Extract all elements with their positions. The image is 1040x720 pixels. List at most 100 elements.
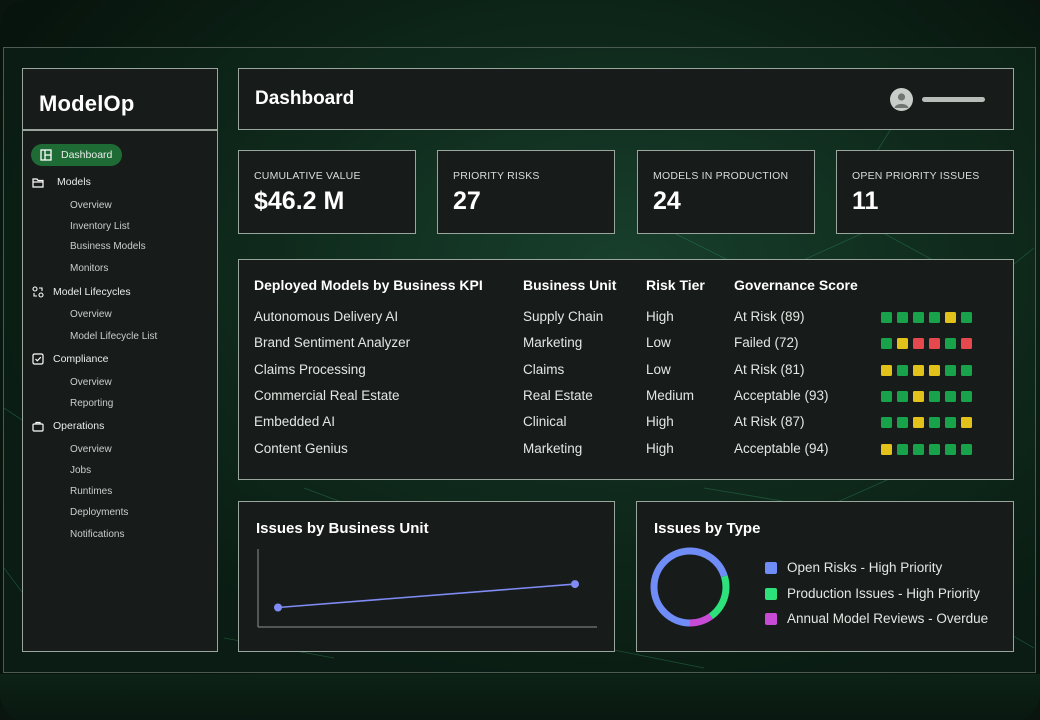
score-dot (897, 364, 908, 376)
cell-risk-tier: High (646, 414, 674, 430)
cell-model[interactable]: Autonomous Delivery AI (254, 309, 399, 324)
cell-business-unit: Clinical (523, 414, 567, 430)
score-indicators (881, 338, 972, 350)
sidebar-item-label: Compliance (53, 353, 109, 365)
sidebar-subitem-monitors[interactable]: Monitors (70, 263, 109, 274)
kpi-card-models-in-production: MODELS IN PRODUCTION 24 (637, 150, 815, 234)
score-dot (929, 338, 940, 350)
column-header-business-unit[interactable]: Business Unit (523, 277, 617, 293)
line-chart (257, 548, 597, 627)
pie-slice[interactable] (650, 547, 730, 627)
issues-by-business-unit-chart: Issues by Business Unit (238, 501, 615, 652)
sidebar-item-models[interactable]: Models (31, 171, 91, 193)
score-dot (881, 390, 892, 402)
cell-governance-score: Failed (72) (734, 335, 799, 351)
kpi-label: OPEN PRIORITY ISSUES (852, 170, 980, 182)
models-table: Deployed Models by Business KPI Business… (238, 259, 1014, 480)
kpi-value: $46.2 M (254, 187, 345, 215)
sidebar-item-label: Dashboard (61, 149, 113, 161)
brand-logo: ModelOp (39, 91, 135, 116)
divider (23, 129, 217, 131)
score-dot (881, 417, 892, 429)
sidebar-item-operations[interactable]: Operations (31, 415, 104, 437)
sidebar-subitem-reporting[interactable]: Reporting (70, 398, 114, 409)
cell-business-unit: Marketing (523, 335, 583, 351)
cell-risk-tier: Low (646, 335, 671, 351)
lifecycle-icon (31, 285, 45, 299)
score-dot (897, 312, 908, 323)
sidebar-item-model-lifecycles[interactable]: Model Lifecycles (31, 281, 131, 303)
data-point[interactable] (570, 579, 579, 588)
legend-label: Production Issues - High Priority (787, 586, 980, 601)
score-dot (961, 364, 972, 376)
sidebar-item-label: Operations (53, 420, 105, 432)
sidebar-item-label: Models (57, 176, 91, 188)
avatar[interactable] (890, 88, 913, 111)
cell-risk-tier: High (646, 440, 674, 456)
legend-item[interactable]: Production Issues - High Priority (765, 586, 980, 601)
user-name-placeholder[interactable] (922, 97, 985, 102)
legend-item[interactable]: Open Risks - High Priority (765, 560, 942, 575)
legend-swatch (765, 612, 777, 625)
sidebar-subitem-inventory-list[interactable]: Inventory List (70, 221, 130, 232)
sidebar-item-compliance[interactable]: Compliance (31, 348, 108, 370)
briefcase-icon (31, 419, 45, 433)
sidebar-subitem-business-models[interactable]: Business Models (70, 241, 146, 252)
cell-governance-score: At Risk (81) (734, 361, 805, 377)
column-header-governance-score[interactable]: Governance Score (734, 277, 858, 293)
cell-model[interactable]: Claims Processing (254, 361, 366, 377)
cell-business-unit: Marketing (523, 440, 583, 456)
score-dot (961, 390, 972, 402)
kpi-value: 27 (453, 187, 481, 215)
sidebar-subitem-deployments[interactable]: Deployments (70, 507, 129, 518)
cell-model[interactable]: Brand Sentiment Analyzer (254, 335, 411, 351)
data-point[interactable] (273, 603, 282, 611)
device-bezel (0, 674, 1040, 720)
score-dot (897, 443, 908, 455)
score-dot (945, 443, 956, 455)
legend-item[interactable]: Annual Model Reviews - Overdue (765, 611, 988, 626)
pie-slice[interactable] (650, 547, 730, 627)
cell-governance-score: At Risk (89) (734, 309, 805, 324)
score-dot (913, 364, 924, 376)
cell-model[interactable]: Embedded AI (254, 414, 336, 430)
folder-icon (31, 175, 45, 189)
cell-risk-tier: High (646, 309, 674, 324)
sidebar-subitem-lifecycle-list[interactable]: Model Lifecycle List (70, 331, 158, 342)
legend-label: Open Risks - High Priority (787, 560, 943, 575)
sidebar-subitem-lifecycles-overview[interactable]: Overview (70, 309, 112, 320)
score-dot (881, 312, 892, 323)
cell-model[interactable]: Content Genius (254, 440, 348, 456)
score-dot (897, 390, 908, 402)
sidebar: ModelOp Dashboard Models Overview Invent… (22, 68, 218, 652)
score-dot (961, 312, 972, 323)
legend-swatch (765, 561, 777, 574)
sidebar-subitem-models-overview[interactable]: Overview (70, 200, 112, 211)
donut-chart (650, 547, 730, 627)
score-dot (913, 390, 924, 402)
score-dot (897, 338, 908, 350)
cell-governance-score: Acceptable (93) (734, 387, 829, 403)
kpi-label: CUMULATIVE VALUE (254, 170, 361, 182)
sidebar-subitem-jobs[interactable]: Jobs (70, 465, 92, 476)
score-dot (945, 338, 956, 350)
score-dot (945, 364, 956, 376)
sidebar-subitem-notifications[interactable]: Notifications (70, 529, 125, 540)
chart-title: Issues by Type (654, 520, 761, 537)
cell-business-unit: Real Estate (523, 387, 593, 403)
score-dot (961, 417, 972, 429)
score-dot (897, 417, 908, 429)
column-header-risk-tier[interactable]: Risk Tier (646, 277, 705, 293)
score-dot (913, 312, 924, 323)
cell-model[interactable]: Commercial Real Estate (254, 387, 400, 403)
score-dot (929, 417, 940, 429)
sidebar-subitem-compliance-overview[interactable]: Overview (70, 377, 112, 388)
sidebar-subitem-runtimes[interactable]: Runtimes (70, 486, 113, 497)
sidebar-item-label: Model Lifecycles (53, 286, 131, 298)
sidebar-item-dashboard[interactable]: Dashboard (31, 144, 123, 166)
score-dot (913, 417, 924, 429)
sidebar-subitem-operations-overview[interactable]: Overview (70, 444, 112, 455)
column-header-model[interactable]: Deployed Models by Business KPI (254, 277, 483, 293)
kpi-value: 24 (653, 187, 681, 215)
